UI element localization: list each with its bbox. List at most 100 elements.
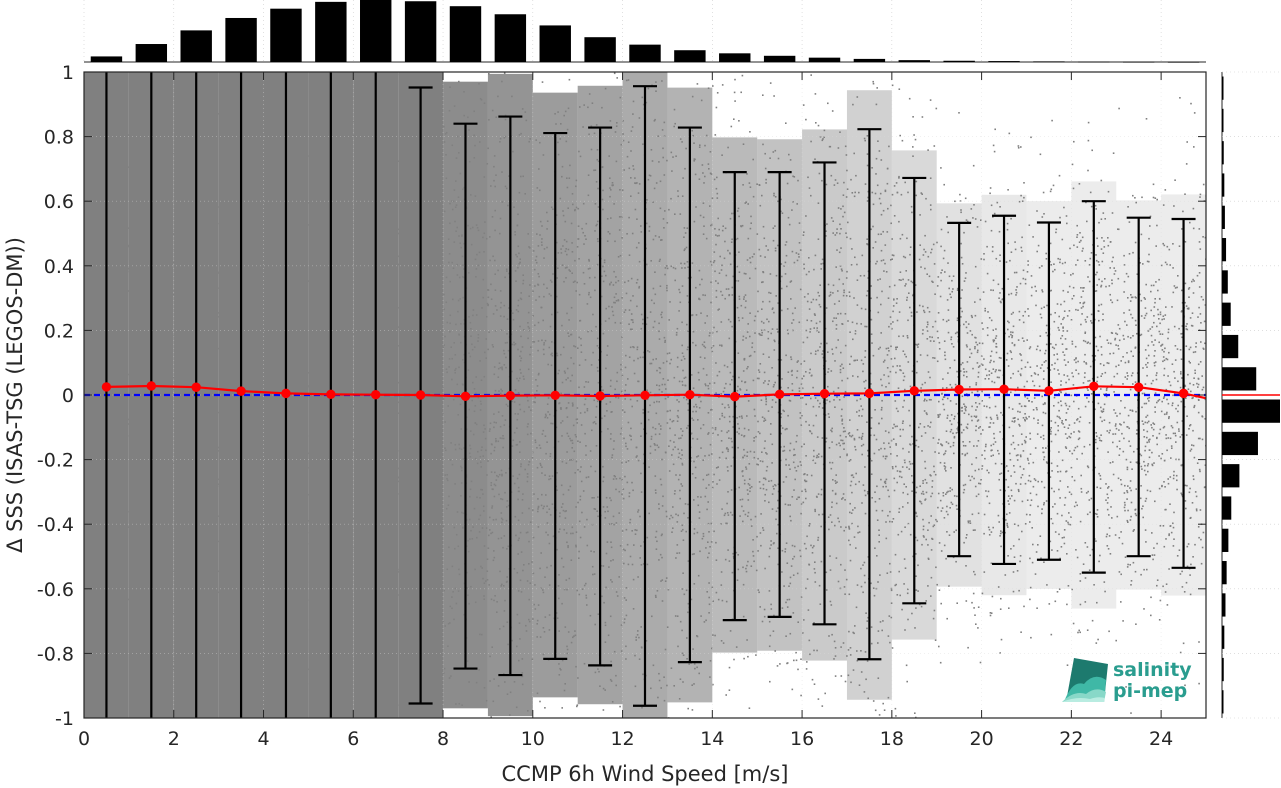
top-histogram-bar bbox=[180, 30, 212, 62]
main-plot-area: 0 2 4 6 8 10 12 14 16 18 20 22 24 -1-0.8-0.6-0.4-0.2… bbox=[37, 62, 1207, 750]
right-histogram-bar bbox=[1222, 399, 1280, 423]
right-histogram-bar bbox=[1222, 141, 1224, 165]
right-histogram-bar bbox=[1222, 625, 1225, 649]
y-tick-label: 0.6 bbox=[44, 191, 74, 213]
right-histogram-bar bbox=[1222, 431, 1258, 456]
right-histogram-bar bbox=[1222, 690, 1224, 714]
mean-point bbox=[774, 389, 785, 400]
y-tick-label: -0.6 bbox=[37, 579, 74, 601]
logo-text-pi-mep: pi-mep bbox=[1113, 680, 1187, 702]
x-axis-ticks: 0 2 4 6 8 10 12 14 16 18 20 22 24 bbox=[78, 72, 1173, 750]
top-histogram-bar bbox=[1167, 61, 1200, 63]
x-tick-label: 24 bbox=[1149, 728, 1173, 750]
mean-point bbox=[1178, 388, 1189, 399]
y-tick-label: 0.8 bbox=[44, 127, 74, 149]
x-tick-label: 0 bbox=[78, 728, 90, 750]
right-histogram-bar bbox=[1222, 270, 1228, 294]
salinity-pi-mep-logo: salinity pi-mep bbox=[1062, 658, 1192, 702]
right-histogram-bar bbox=[1222, 528, 1229, 552]
mean-point bbox=[146, 381, 157, 391]
x-tick-label: 2 bbox=[168, 728, 180, 750]
top-histogram-bar bbox=[629, 44, 661, 62]
right-histogram-bar bbox=[1222, 496, 1232, 520]
mean-point bbox=[101, 382, 112, 392]
mean-point bbox=[954, 384, 964, 395]
mean-point bbox=[191, 382, 201, 392]
mean-point bbox=[505, 390, 516, 401]
mean-point bbox=[326, 389, 336, 400]
mean-point bbox=[864, 388, 875, 399]
mean-point bbox=[550, 390, 560, 401]
mean-point bbox=[730, 391, 740, 402]
mean-point bbox=[595, 391, 605, 401]
right-histogram-bar bbox=[1222, 238, 1227, 262]
y-tick-label: 0.4 bbox=[44, 256, 74, 278]
mean-point bbox=[415, 390, 426, 400]
mean-point bbox=[281, 388, 291, 399]
mean-point bbox=[1133, 382, 1144, 392]
top-histogram-bar bbox=[1122, 61, 1155, 63]
top-histogram-bar bbox=[719, 53, 751, 62]
mean-series-points bbox=[101, 381, 1189, 402]
top-histogram-bar bbox=[539, 25, 571, 63]
x-tick-label: 14 bbox=[700, 728, 724, 750]
right-histogram-bar bbox=[1222, 593, 1226, 617]
mean-point bbox=[640, 390, 650, 401]
x-tick-label: 4 bbox=[257, 728, 269, 750]
mean-point bbox=[371, 389, 381, 400]
logo-wave-foam bbox=[1062, 697, 1105, 702]
top-histogram-bar bbox=[1078, 61, 1110, 63]
top-histogram-bar bbox=[270, 8, 302, 62]
x-tick-label: 8 bbox=[437, 728, 449, 750]
right-histogram-bar bbox=[1222, 173, 1225, 197]
top-histogram-bar bbox=[360, 0, 392, 62]
x-tick-label: 22 bbox=[1059, 728, 1083, 750]
mean-point bbox=[819, 389, 830, 399]
y-tick-label: -0.8 bbox=[37, 643, 74, 665]
y-tick-label: -0.2 bbox=[37, 450, 74, 472]
y-tick-label: 1 bbox=[62, 62, 74, 84]
top-histogram-bar bbox=[763, 55, 796, 62]
x-tick-label: 20 bbox=[970, 728, 994, 750]
y-tick-label: -0.4 bbox=[37, 514, 74, 536]
y-axis-label: Δ SSS (ISAS-TSG (LEGOS-DM)) bbox=[3, 237, 27, 553]
top-histogram-bar bbox=[315, 1, 347, 62]
top-histogram-bar bbox=[988, 61, 1020, 62]
top-histogram-bar bbox=[135, 44, 168, 62]
y-tick-label: 0.2 bbox=[44, 320, 74, 342]
top-histogram-bar bbox=[90, 56, 123, 62]
top-histogram-bar bbox=[584, 37, 616, 62]
right-histogram-bar bbox=[1222, 76, 1224, 100]
x-tick-label: 10 bbox=[521, 728, 545, 750]
right-histogram-bar bbox=[1222, 205, 1225, 229]
mean-point bbox=[1044, 386, 1054, 396]
right-histogram-bar bbox=[1222, 302, 1231, 326]
top-histogram bbox=[83, 0, 1206, 63]
top-histogram-bar bbox=[449, 6, 482, 62]
top-histogram-bar bbox=[943, 60, 975, 62]
top-histogram-bar bbox=[404, 1, 437, 62]
mean-point bbox=[460, 391, 471, 401]
mean-point bbox=[685, 389, 695, 400]
right-histogram-bar bbox=[1222, 657, 1224, 682]
right-histogram-bar bbox=[1222, 108, 1224, 133]
top-histogram-bar bbox=[808, 57, 841, 62]
mean-point bbox=[909, 386, 919, 396]
right-histogram-bar bbox=[1222, 561, 1227, 585]
top-histogram-bar bbox=[853, 58, 886, 62]
top-histogram-bar bbox=[898, 60, 930, 62]
x-axis-label: CCMP 6h Wind Speed [m/s] bbox=[502, 762, 789, 786]
mean-point bbox=[236, 386, 246, 396]
top-histogram-bar bbox=[1033, 61, 1065, 63]
top-histogram-bar bbox=[674, 50, 706, 62]
mean-point bbox=[1089, 381, 1099, 391]
top-histogram-bar bbox=[225, 17, 257, 62]
right-histogram-bar bbox=[1222, 334, 1239, 359]
mean-series-line bbox=[106, 384, 1207, 400]
y-axis-ticks: -1 -0.8 -0.6 -0.4 -0.2 0 0.2 0.4 0.6 0.8 1 bbox=[37, 62, 1206, 730]
mean-point bbox=[999, 384, 1009, 394]
y-tick-label: 0 bbox=[62, 385, 74, 407]
right-histogram-bar bbox=[1222, 367, 1257, 391]
x-tick-label: 18 bbox=[880, 728, 904, 750]
top-histogram-bar bbox=[494, 14, 527, 62]
